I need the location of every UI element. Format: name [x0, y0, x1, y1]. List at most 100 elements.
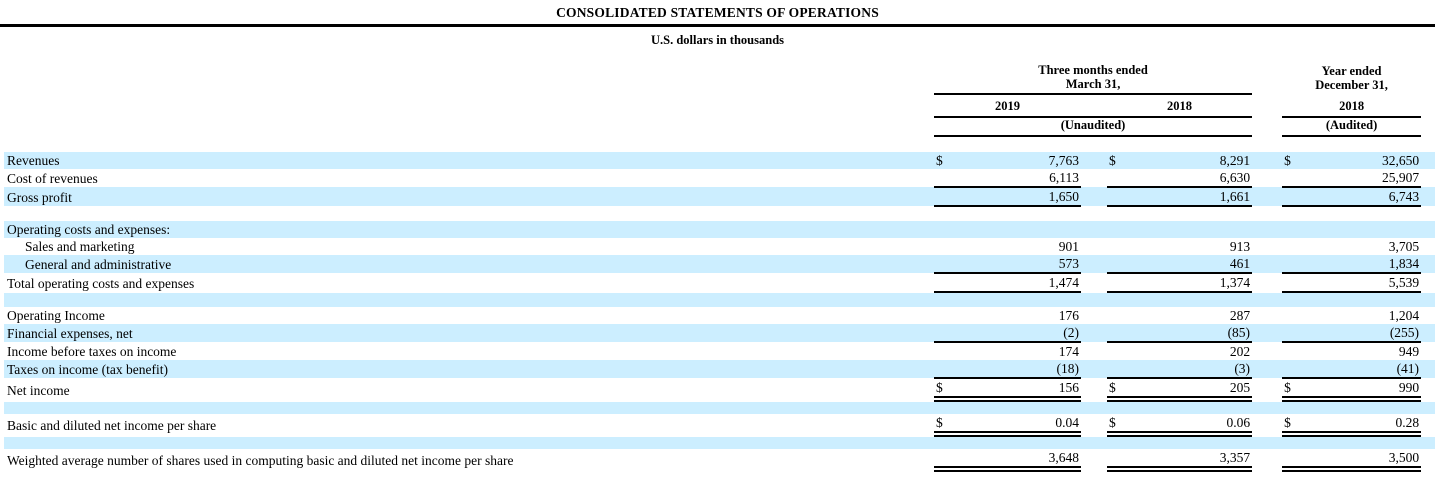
spacer-cell [4, 136, 1435, 152]
table-row: Taxes on income (tax benefit) (18) (3) (41) [4, 360, 1435, 379]
gap-cell [1081, 238, 1107, 255]
edge-cell [1421, 307, 1435, 324]
table-body: Revenues $7,763 $8,291 $32,650 Cost of reven… [4, 152, 1435, 472]
edge-cell [1421, 449, 1435, 469]
currency-cell: $ [1282, 378, 1305, 402]
header-gap-cell [1252, 61, 1282, 94]
header-edge-cell [1421, 94, 1435, 117]
gap-cell [1252, 152, 1283, 169]
value-cell [956, 221, 1081, 238]
value-cell: 6,630 [1129, 169, 1253, 188]
edge-cell [1421, 238, 1435, 255]
gap-cell [1252, 169, 1282, 187]
value-cell: 6,743 [1304, 187, 1422, 207]
value-cell: 156 [956, 378, 1081, 402]
value-cell: 461 [1129, 255, 1253, 274]
table-row: Financial expenses, net (2) (85) (255) [4, 324, 1435, 343]
gap-cell [1081, 324, 1107, 342]
value-cell: 3,500 [1304, 449, 1422, 472]
value-cell: 32,650 [1304, 152, 1422, 169]
gap-cell [1081, 187, 1107, 206]
value-cell: 990 [1304, 378, 1422, 402]
value-cell: 0.28 [1304, 414, 1422, 437]
edge-cell [1421, 342, 1435, 360]
row-label: Financial expenses, net [4, 324, 934, 342]
gap-cell [1252, 360, 1283, 378]
currency-cell [1107, 273, 1129, 293]
currency-cell [1107, 449, 1129, 472]
header-period-row: Three months ended March 31, Year ended … [4, 61, 1435, 95]
edge-cell [1421, 169, 1435, 187]
value-cell: 25,907 [1304, 169, 1422, 188]
value-cell: (255) [1304, 324, 1422, 343]
value-cell: (85) [1129, 324, 1253, 343]
value-cell: 1,474 [956, 273, 1081, 293]
group-three-months-line2: March 31, [1065, 77, 1121, 91]
table-row: Net income $156 $205 $990 [4, 378, 1435, 402]
value-cell: 1,204 [1388, 308, 1420, 323]
gap-cell [1081, 221, 1107, 238]
statements-of-operations-table: Three months ended March 31, Year ended … [4, 61, 1435, 472]
value-cell: 1,834 [1304, 255, 1422, 274]
value-cell: 901 [1058, 239, 1079, 254]
value-cell: 176 [1058, 308, 1079, 323]
value-cell: (2) [956, 324, 1081, 343]
row-label: Gross profit [4, 187, 934, 206]
value-cell: 205 [1129, 378, 1253, 402]
currency-cell [1107, 255, 1129, 274]
value-cell: 202 [1229, 344, 1251, 359]
header-gap-cell [1081, 94, 1107, 118]
edge-cell [1421, 360, 1435, 378]
edge-cell [1421, 255, 1435, 273]
currency-cell [1107, 360, 1129, 379]
value-cell: 573 [956, 255, 1081, 274]
header-year-row: 2019 2018 2018 [4, 94, 1435, 118]
audited-note: (Audited) [1282, 117, 1422, 137]
currency-cell [1282, 342, 1304, 360]
value-cell: 1,374 [1129, 273, 1253, 293]
table-row: Cost of revenues 6,113 6,630 25,907 [4, 169, 1435, 188]
currency-cell [934, 255, 956, 274]
currency-cell [1107, 307, 1129, 324]
row-label: Basic and diluted net income per share [7, 418, 217, 433]
gap-cell [1081, 378, 1107, 399]
value-cell: 287 [1229, 308, 1251, 323]
value-cell: (18) [956, 360, 1081, 379]
col-header-2018-q: 2018 [1107, 94, 1253, 118]
currency-cell [1107, 238, 1129, 255]
currency-cell [934, 238, 956, 255]
header-edge-cell [1421, 61, 1435, 94]
row-label: Weighted average number of shares used i… [7, 453, 514, 468]
table-row: Operating costs and expenses: [4, 221, 1435, 238]
gap-cell [1252, 238, 1282, 255]
currency-cell: $ [1107, 378, 1129, 402]
edge-cell [1421, 324, 1435, 342]
gap-cell [1081, 342, 1107, 360]
currency-cell [934, 324, 956, 343]
table-row: Total operating costs and expenses 1,474 1… [4, 273, 1435, 293]
currency-cell [1107, 324, 1129, 343]
header-empty-cell [4, 61, 934, 94]
currency-cell: $ [1107, 152, 1129, 169]
gap-cell [1081, 169, 1107, 187]
currency-cell [934, 360, 956, 379]
currency-cell [1107, 221, 1129, 238]
row-label: Net income [7, 383, 70, 398]
gap-cell [1252, 307, 1282, 324]
gap-cell [1252, 414, 1282, 434]
row-label: Taxes on income (tax benefit) [4, 360, 934, 378]
currency-cell [1282, 307, 1304, 324]
currency-cell [1282, 324, 1305, 343]
value-cell: 8,291 [1129, 152, 1253, 169]
value-cell: 7,763 [956, 152, 1081, 169]
gap-cell [1081, 273, 1107, 292]
currency-cell [1282, 187, 1305, 207]
group-three-months-line1: Three months ended [1038, 63, 1148, 77]
gap-cell [1252, 378, 1282, 399]
currency-cell: $ [1282, 414, 1305, 437]
header-gap-cell [1252, 117, 1282, 136]
col-group-year-ended: Year ended December 31, [1282, 61, 1421, 94]
gap-cell [1252, 187, 1283, 206]
currency-cell [934, 187, 956, 207]
value-cell: 913 [1229, 239, 1251, 254]
